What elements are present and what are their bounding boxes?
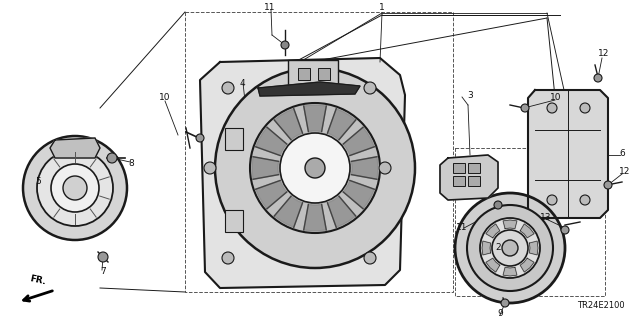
Polygon shape xyxy=(343,127,374,156)
Text: 10: 10 xyxy=(550,93,562,102)
Polygon shape xyxy=(482,241,491,255)
Text: FR.: FR. xyxy=(29,274,47,286)
Circle shape xyxy=(23,136,127,240)
Polygon shape xyxy=(486,224,500,238)
Circle shape xyxy=(215,68,415,268)
Polygon shape xyxy=(328,196,356,227)
Bar xyxy=(318,68,330,80)
Bar xyxy=(453,163,465,173)
Bar xyxy=(298,68,310,80)
Polygon shape xyxy=(529,241,538,255)
Polygon shape xyxy=(440,155,498,200)
Circle shape xyxy=(561,226,569,234)
Circle shape xyxy=(280,133,350,203)
Circle shape xyxy=(521,104,529,112)
Polygon shape xyxy=(343,181,374,209)
Bar xyxy=(185,12,453,292)
Text: 4: 4 xyxy=(239,79,245,88)
Bar xyxy=(468,163,480,173)
Polygon shape xyxy=(200,58,405,288)
Bar xyxy=(288,60,338,85)
Polygon shape xyxy=(328,109,356,140)
Polygon shape xyxy=(256,181,287,209)
Text: 9: 9 xyxy=(497,309,503,318)
Polygon shape xyxy=(351,157,378,179)
Polygon shape xyxy=(50,138,100,158)
Text: 8: 8 xyxy=(128,159,134,167)
Bar xyxy=(225,128,243,150)
Circle shape xyxy=(51,164,99,212)
Circle shape xyxy=(281,41,289,49)
Polygon shape xyxy=(520,258,534,272)
Text: 1: 1 xyxy=(379,4,385,12)
Bar xyxy=(455,148,605,296)
Circle shape xyxy=(204,162,216,174)
Text: 7: 7 xyxy=(100,268,106,277)
Circle shape xyxy=(547,103,557,113)
Circle shape xyxy=(594,74,602,82)
Text: 11: 11 xyxy=(456,224,468,233)
Circle shape xyxy=(455,193,565,303)
Polygon shape xyxy=(304,105,326,132)
Circle shape xyxy=(364,252,376,264)
Circle shape xyxy=(222,82,234,94)
Circle shape xyxy=(98,252,108,262)
Circle shape xyxy=(580,195,590,205)
Circle shape xyxy=(379,162,391,174)
Polygon shape xyxy=(503,220,517,229)
Circle shape xyxy=(250,103,380,233)
Text: 12: 12 xyxy=(598,48,610,57)
Polygon shape xyxy=(252,157,278,179)
Circle shape xyxy=(604,181,612,189)
Polygon shape xyxy=(503,267,517,276)
Text: TR24E2100: TR24E2100 xyxy=(577,301,625,310)
Polygon shape xyxy=(258,82,360,96)
Circle shape xyxy=(63,176,87,200)
Text: 10: 10 xyxy=(159,93,171,102)
Text: 5: 5 xyxy=(35,177,41,187)
Circle shape xyxy=(364,82,376,94)
Circle shape xyxy=(196,134,204,142)
Text: 13: 13 xyxy=(540,213,552,222)
Circle shape xyxy=(494,201,502,209)
Polygon shape xyxy=(486,258,500,272)
Text: 2: 2 xyxy=(495,243,501,253)
Text: 11: 11 xyxy=(264,3,276,11)
Circle shape xyxy=(502,240,518,256)
Circle shape xyxy=(467,205,553,291)
Text: 12: 12 xyxy=(620,167,630,176)
Circle shape xyxy=(580,103,590,113)
Polygon shape xyxy=(275,196,303,227)
Circle shape xyxy=(501,299,509,307)
Text: 6: 6 xyxy=(619,150,625,159)
Polygon shape xyxy=(520,224,534,238)
Bar xyxy=(453,176,465,186)
Bar xyxy=(225,210,243,232)
Polygon shape xyxy=(275,109,303,140)
Circle shape xyxy=(305,158,325,178)
Circle shape xyxy=(37,150,113,226)
Circle shape xyxy=(480,218,540,278)
Circle shape xyxy=(547,195,557,205)
Text: 3: 3 xyxy=(467,92,473,100)
Polygon shape xyxy=(304,204,326,231)
Bar xyxy=(468,176,480,186)
Circle shape xyxy=(222,252,234,264)
Circle shape xyxy=(492,230,528,266)
Polygon shape xyxy=(256,127,287,156)
Polygon shape xyxy=(528,90,608,218)
Circle shape xyxy=(107,153,117,163)
